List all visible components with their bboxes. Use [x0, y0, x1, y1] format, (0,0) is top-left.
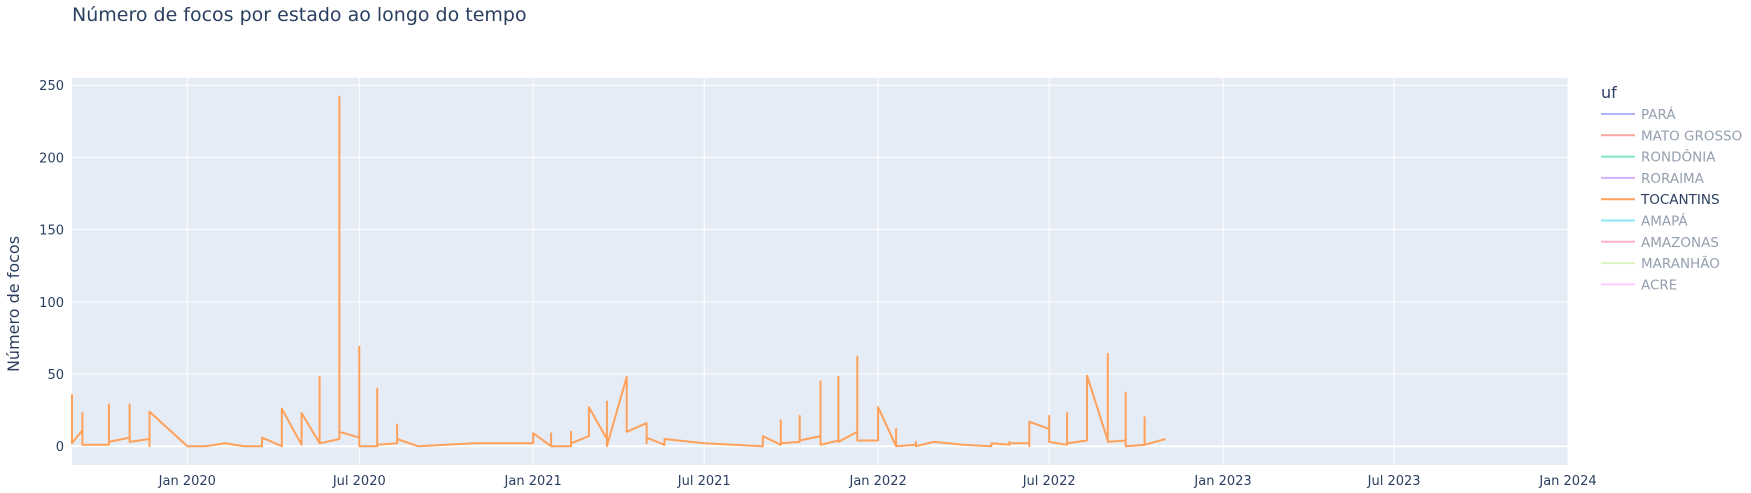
legend-item[interactable]: PARÁ — [1601, 106, 1676, 123]
series-line-tocantins — [71, 95, 1166, 448]
legend-label: MARANHÃO — [1641, 255, 1720, 272]
gridlines — [72, 78, 1569, 465]
legend-label: AMAZONAS — [1641, 235, 1719, 251]
legend-item[interactable]: AMAPÁ — [1601, 213, 1688, 230]
x-tick-label: Jan 2022 — [848, 474, 906, 489]
series-layer — [71, 95, 1166, 448]
legend-item[interactable]: RONDÔNIA — [1601, 148, 1716, 166]
y-tick-label: 0 — [56, 440, 64, 455]
x-tick-label: Jan 2020 — [158, 474, 216, 489]
legend-item[interactable]: ACRE — [1601, 277, 1677, 293]
legend-title: uf — [1601, 83, 1617, 102]
legend-label: ACRE — [1641, 277, 1677, 293]
y-axis-ticks: 0 50 100 150 200 250 — [39, 79, 64, 455]
legend-items: PARÁ MATO GROSSO RONDÔNIA RORAIMA TOCANTINS A… — [1601, 106, 1742, 293]
x-tick-label: Jul 2021 — [677, 474, 731, 489]
legend: uf PARÁ MATO GROSSO RONDÔNIA RORAIMA TOCANTI… — [1601, 83, 1742, 293]
y-tick-label: 50 — [47, 368, 64, 383]
legend-label: TOCANTINS — [1640, 192, 1720, 208]
legend-item[interactable]: MATO GROSSO — [1601, 128, 1742, 144]
y-tick-label: 100 — [39, 296, 64, 311]
x-tick-label: Jan 2021 — [504, 474, 562, 489]
y-tick-label: 250 — [39, 79, 64, 94]
legend-item[interactable]: MARANHÃO — [1601, 255, 1720, 272]
x-tick-label: Jul 2022 — [1022, 474, 1076, 489]
x-tick-label: Jan 2023 — [1193, 474, 1251, 489]
y-tick-label: 150 — [39, 224, 64, 239]
legend-label: MATO GROSSO — [1641, 128, 1742, 144]
x-tick-label: Jan 2024 — [1538, 474, 1596, 489]
chart-title: Número de focos por estado ao longo do t… — [72, 4, 527, 26]
legend-item[interactable]: RORAIMA — [1601, 171, 1705, 187]
legend-label: RONDÔNIA — [1641, 148, 1716, 166]
legend-label: RORAIMA — [1641, 171, 1705, 187]
x-axis-ticks: Jan 2020 Jul 2020 Jan 2021 Jul 2021 Jan 2022… — [158, 474, 1597, 489]
legend-label: AMAPÁ — [1641, 213, 1688, 230]
y-tick-label: 200 — [39, 151, 64, 166]
legend-label: PARÁ — [1641, 106, 1676, 123]
legend-item[interactable]: AMAZONAS — [1601, 235, 1719, 251]
x-tick-label: Jul 2023 — [1367, 474, 1421, 489]
legend-item[interactable]: TOCANTINS — [1601, 192, 1720, 208]
x-tick-label: Jul 2020 — [332, 474, 386, 489]
y-axis-title: Número de focos — [4, 236, 23, 372]
